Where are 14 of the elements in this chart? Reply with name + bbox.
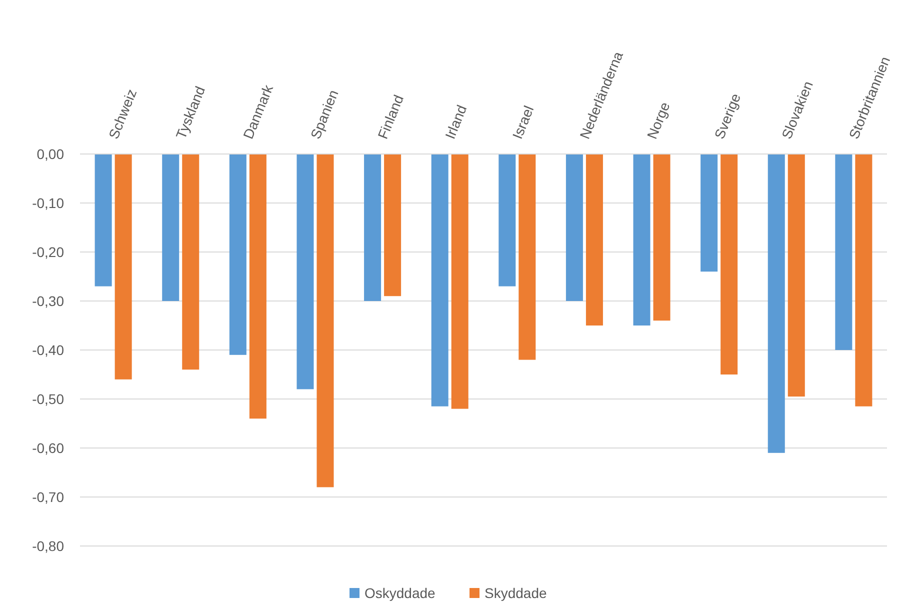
y-tick-label: -0,40: [32, 342, 64, 358]
y-tick-label: -0,10: [32, 194, 64, 211]
x-tick-label: Israel: [509, 103, 537, 142]
x-tick-label: Norge: [644, 100, 673, 142]
y-tick-label: 0,00: [36, 146, 64, 162]
y-tick-label: -0,70: [32, 488, 64, 505]
y-tick-label: -0,60: [32, 440, 64, 456]
legend-label: Oskyddade: [364, 584, 436, 601]
x-tick-label: Irland: [442, 102, 470, 142]
y-tick-label: -0,20: [32, 244, 64, 260]
legend-label: Skyddade: [484, 584, 547, 601]
y-tick-label: -0,30: [32, 292, 64, 309]
y-tick-label: -0,50: [32, 390, 64, 407]
y-tick-label: -0,80: [32, 538, 64, 554]
